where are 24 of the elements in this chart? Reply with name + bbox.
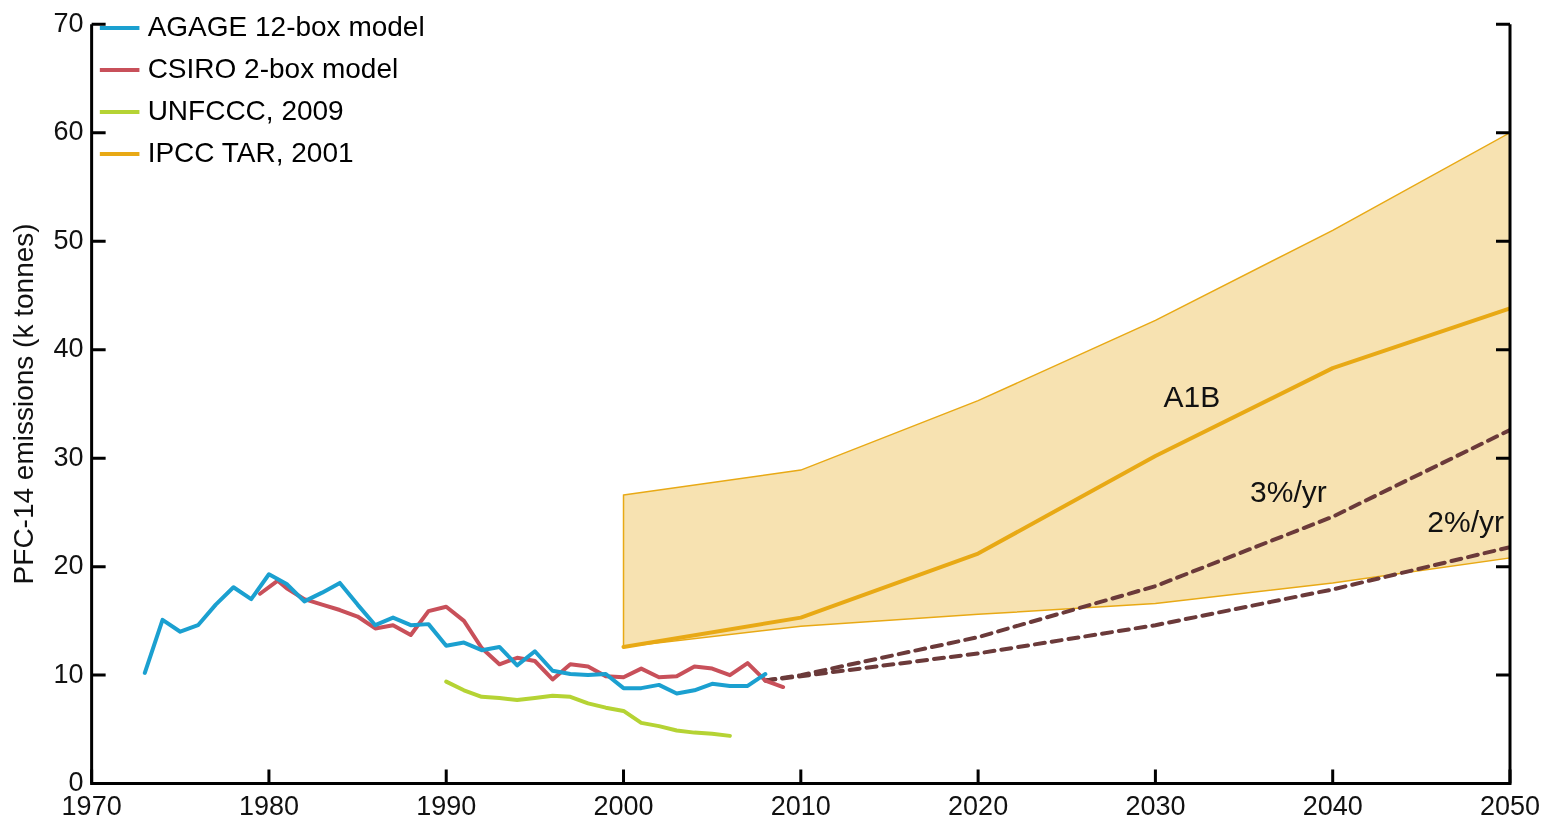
- x-tick-label: 2000: [593, 791, 654, 822]
- legend-label: IPCC TAR, 2001: [147, 136, 354, 168]
- x-tick-label: 2050: [1479, 791, 1541, 822]
- x-tick-label: 2030: [1125, 791, 1186, 822]
- y-axis-title: PFC-14 emissions (k tonnes): [7, 223, 39, 585]
- y-tick-label: 20: [53, 550, 84, 581]
- legend-label: AGAGE 12-box model: [147, 10, 425, 42]
- legend-label: UNFCCC, 2009: [147, 94, 344, 126]
- legend-label: CSIRO 2-box model: [147, 52, 399, 84]
- y-tick-label: 50: [53, 224, 84, 255]
- annotation: A1B: [1163, 379, 1221, 413]
- y-tick-label: 40: [53, 333, 84, 364]
- y-tick-label: 10: [53, 658, 84, 689]
- x-tick-label: 1980: [238, 791, 299, 822]
- x-tick-label: 2040: [1302, 791, 1363, 822]
- y-tick-label: 60: [53, 116, 84, 147]
- x-tick-label: 2020: [948, 791, 1009, 822]
- x-tick-label: 1990: [416, 791, 477, 822]
- x-tick-label: 1970: [61, 791, 122, 822]
- y-tick-label: 30: [53, 441, 84, 472]
- annotation: 3%/yr: [1250, 474, 1327, 508]
- annotation: 2%/yr: [1427, 505, 1505, 539]
- x-tick-label: 2010: [770, 791, 831, 822]
- y-tick-label: 70: [53, 7, 84, 38]
